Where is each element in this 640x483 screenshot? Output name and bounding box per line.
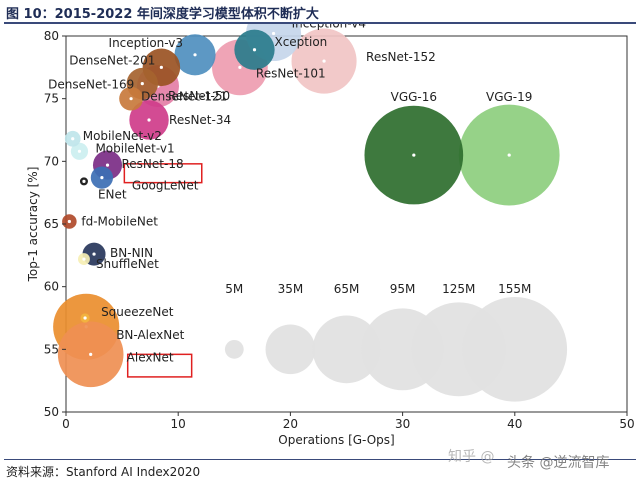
model-label: ENet xyxy=(98,187,127,201)
size-legend-bubble xyxy=(312,315,381,384)
model-label: ShuffleNet xyxy=(96,257,159,271)
highlight-box xyxy=(123,163,203,184)
bubble-center-dot xyxy=(159,65,163,69)
bubble-center-dot xyxy=(92,252,96,256)
size-legend-label: 95M xyxy=(390,282,416,296)
x-tick-label: 20 xyxy=(283,417,298,431)
size-legend-label: 35M xyxy=(278,282,304,296)
size-legend-bubble xyxy=(462,297,568,402)
bubble-center-dot xyxy=(89,352,93,356)
model-label: Xception xyxy=(274,35,327,49)
footer-divider xyxy=(4,459,636,460)
y-tick-label: 50 xyxy=(44,405,59,419)
model-label: VGG-16 xyxy=(391,90,437,104)
bubble-center-dot xyxy=(147,118,151,122)
model-label: Inception-v3 xyxy=(109,36,183,50)
watermark-zhihu: 知乎 @ xyxy=(448,449,495,465)
bubble-center-dot xyxy=(129,97,133,101)
source-note: 资料来源：Stanford AI Index2020 xyxy=(6,465,201,479)
x-tick-label: 10 xyxy=(171,417,186,431)
x-tick-label: 50 xyxy=(619,417,634,431)
report-header: 图 10：2015-2022 年间深度学习模型体积不断扩大 xyxy=(0,0,640,24)
model-label: DenseNet-169 xyxy=(48,78,134,92)
header-divider xyxy=(4,22,636,24)
model-label: MobileNet-v2 xyxy=(83,129,162,143)
model-label: AlexNet xyxy=(127,350,174,364)
x-tick-label: 30 xyxy=(395,417,410,431)
size-legend-label: 5M xyxy=(225,282,243,296)
bubble-center-dot xyxy=(193,53,197,57)
model-label: DenseNet-121 xyxy=(141,90,227,104)
size-legend-bubble xyxy=(265,324,316,375)
bubble-center-dot xyxy=(67,219,71,224)
figure-title: 图 10：2015-2022 年间深度学习模型体积不断扩大 xyxy=(6,7,319,22)
bubble-center-dot xyxy=(82,179,86,183)
bubble-center-dot xyxy=(507,153,511,157)
model-label: SqueezeNet xyxy=(101,305,174,319)
model-label: BN-AlexNet xyxy=(116,328,184,342)
bubble-center-dot xyxy=(100,176,104,180)
bubble-center-dot xyxy=(238,65,242,69)
y-tick-label: 80 xyxy=(44,29,59,43)
bubble-center-dot xyxy=(252,48,257,52)
model-label: VGG-19 xyxy=(486,90,532,104)
y-axis-label: Top-1 accuracy [%] xyxy=(26,167,40,283)
bubble-center-dot xyxy=(271,31,276,36)
model-label: ResNet-152 xyxy=(366,50,436,64)
size-legend-label: 125M xyxy=(442,282,475,296)
bubble-center-dot xyxy=(82,257,86,261)
bubble-center-dot xyxy=(77,149,82,153)
model-label: ResNet-18 xyxy=(122,157,184,171)
model-label: ResNet-101 xyxy=(256,66,326,80)
model-label: BN-NIN xyxy=(110,246,153,260)
x-tick-label: 40 xyxy=(507,417,522,431)
model-label: Inception-v4 xyxy=(292,24,366,30)
bubble-chart: 5M 35M 65M 95M 125M 155M Inception-v4 Inceptio… xyxy=(26,24,635,447)
y-tick-label: 70 xyxy=(44,154,59,168)
model-label: DenseNet-201 xyxy=(69,53,155,67)
y-tick-label: 75 xyxy=(44,92,59,106)
y-tick-label: 55 xyxy=(44,342,59,356)
model-label: fd-MobileNet xyxy=(81,214,158,228)
bubble-center-dot xyxy=(322,59,326,63)
model-label: ResNet-34 xyxy=(169,113,231,127)
x-tick-label: 0 xyxy=(62,417,70,431)
bubble-center-dot xyxy=(71,137,75,141)
bubble-center-dot xyxy=(140,82,144,86)
model-label: ResNet-50 xyxy=(168,89,230,103)
model-label: GoogLeNet xyxy=(132,179,199,193)
y-tick-label: 60 xyxy=(44,280,59,294)
size-legend-bubble xyxy=(224,339,244,359)
y-tick-label: 65 xyxy=(44,217,59,231)
highlight-box xyxy=(126,353,193,378)
watermark-toutiao: 头条 @逆流智库 xyxy=(507,455,610,471)
size-legend-label: 155M xyxy=(498,282,531,296)
model-label: MobileNet-v1 xyxy=(95,141,174,155)
size-legend-label: 65M xyxy=(334,282,360,296)
bubble-center-dot xyxy=(412,153,416,157)
x-axis-label: Operations [G-Ops] xyxy=(278,433,394,447)
bubble-center-dot xyxy=(83,316,87,320)
bubble-center-dot xyxy=(105,163,110,167)
